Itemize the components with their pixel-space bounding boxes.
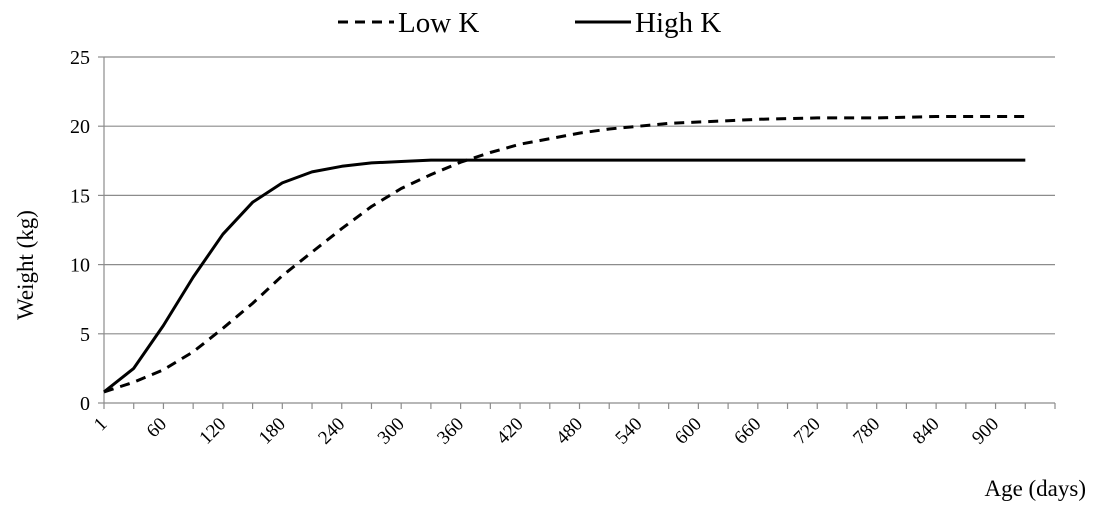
x-tick-labels: 1 60 120 180 240 300 360 420 480 540 600 660 720 780 8… — [90, 414, 1003, 449]
y-tick-label: 0 — [80, 393, 90, 415]
x-tick-label: 780 — [849, 414, 884, 449]
y-axis-title: Weight (kg) — [13, 210, 38, 320]
x-tick-label: 60 — [143, 414, 171, 442]
x-tick-label: 480 — [552, 414, 587, 449]
x-tick-label: 300 — [374, 414, 409, 449]
x-axis-title: Age (days) — [984, 476, 1086, 501]
x-tick-label: 600 — [671, 414, 706, 449]
x-tick-label: 900 — [968, 414, 1003, 449]
series-line-low-k — [104, 117, 1025, 392]
x-tick-label: 180 — [255, 414, 290, 449]
legend-label: High K — [635, 7, 721, 39]
x-tick-label: 360 — [433, 414, 468, 449]
y-tick-label: 15 — [70, 185, 90, 207]
x-tick-label: 720 — [790, 414, 825, 449]
legend-label: Low K — [398, 7, 479, 39]
y-tick-label: 10 — [70, 255, 90, 277]
axes — [98, 57, 1055, 409]
legend: Low K High K — [338, 7, 721, 39]
y-tick-label: 5 — [80, 324, 90, 346]
y-tick-label: 25 — [70, 47, 90, 69]
x-tick-label: 660 — [730, 414, 765, 449]
x-tick-label: 420 — [493, 414, 528, 449]
x-tick-label: 1 — [90, 414, 112, 436]
y-tick-label: 20 — [70, 116, 90, 138]
x-tick-label: 540 — [611, 414, 646, 449]
x-tick-label: 840 — [909, 414, 944, 449]
y-tick-labels: 0 5 10 15 20 25 — [70, 47, 90, 415]
grid-lines — [104, 57, 1055, 334]
x-tick-label: 240 — [314, 414, 349, 449]
x-tick-label: 120 — [195, 414, 230, 449]
series-lines — [104, 117, 1025, 392]
